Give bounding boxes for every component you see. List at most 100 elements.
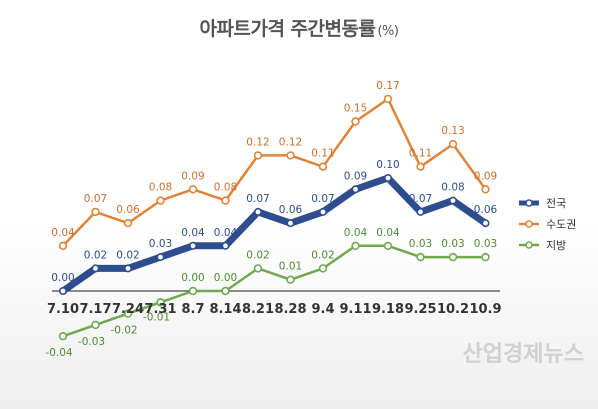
data-point-2-9 [318,162,328,171]
data-point-3-6 [221,286,230,296]
data-point-2-2 [91,207,100,217]
data-label-1-2: 0.02 [84,249,107,261]
data-label-2-8: 0.12 [279,136,302,148]
data-point-1-8 [286,219,295,228]
x-tick-label: 10.9 [469,302,501,317]
data-label-2-5: 0.09 [181,170,204,182]
data-label-2-1: 0.04 [51,227,75,239]
watermark-text: 산업경제뉴스 [463,342,584,367]
legend-marker-1 [525,199,533,207]
legend-marker-3 [525,241,533,249]
legend-label-1: 전국 [546,197,566,210]
x-tick-label: 9.11 [339,302,371,317]
data-label-2-4: 0.08 [149,182,172,194]
chart-title: 아파트가격 주간변동률 (%) [0,14,598,41]
data-point-1-9 [318,207,327,216]
data-point-2-11 [383,94,393,104]
data-label-3-6: 0.00 [214,272,237,284]
data-point-1-5 [189,241,198,250]
data-point-1-10 [351,185,360,194]
data-label-1-6: 0.04 [214,227,238,239]
data-label-1-1: 0.00 [51,272,74,284]
data-point-1-13 [448,196,457,205]
x-tick-label: 8.7 [181,302,204,317]
series-line-2 [61,97,487,248]
data-point-1-11 [383,174,392,183]
data-label-3-12: 0.03 [409,238,432,250]
data-point-3-11 [383,241,393,251]
data-label-2-7: 0.12 [246,136,269,148]
data-point-1-4 [156,253,165,262]
data-label-1-3: 0.02 [116,249,139,261]
data-label-1-7: 0.07 [246,193,269,205]
legend-marker-2 [525,220,533,228]
data-point-3-10 [351,241,360,251]
x-tick-label: 7.31 [144,302,176,317]
data-point-3-9 [318,264,328,273]
data-label-3-14: 0.03 [474,238,497,250]
data-point-3-2 [91,320,100,330]
data-label-1-4: 0.03 [149,238,172,250]
data-label-2-10: 0.15 [344,103,367,115]
x-tick-label: 7.10 [47,302,79,317]
data-point-2-1 [58,241,68,251]
series-line-1 [59,174,489,295]
x-tick-label: 8.14 [209,302,241,317]
data-label-1-12: 0.07 [409,193,432,205]
x-tick-label: 7.24 [112,302,144,317]
data-point-2-7 [253,151,263,160]
x-tick-label: 9.4 [311,302,334,317]
data-label-1-8: 0.06 [279,204,303,216]
data-label-2-6: 0.08 [214,182,237,194]
data-label-2-11: 0.17 [376,80,399,92]
data-label-3-7: 0.02 [246,249,269,261]
data-point-2-10 [351,117,360,126]
data-label-1-9: 0.07 [311,193,334,205]
x-tick-label: 8.28 [274,302,306,317]
data-point-2-14 [481,185,490,194]
data-point-3-13 [448,252,458,262]
data-label-3-8: 0.01 [279,261,302,273]
data-label-3-13: 0.03 [441,238,464,250]
data-point-1-7 [254,207,263,216]
data-point-3-14 [481,252,490,262]
x-tick-label: 9.18 [372,302,404,317]
data-label-3-4: -0.01 [143,311,170,323]
legend-label-3: 지방 [546,239,566,252]
data-label-1-13: 0.08 [441,182,464,194]
data-label-2-14: 0.09 [474,170,497,182]
data-label-3-10: 0.04 [344,227,368,239]
data-point-2-6 [221,196,230,205]
data-label-2-12: 0.11 [409,148,432,160]
data-label-3-1: -0.04 [45,347,72,359]
data-point-3-7 [253,264,263,273]
data-point-3-5 [188,286,198,296]
data-point-1-14 [481,219,490,228]
data-point-3-8 [286,275,295,284]
chart-title-unit: (%) [377,24,399,39]
data-point-1-3 [124,264,133,273]
x-tick-label: 10.2 [437,302,469,317]
data-label-3-2: -0.03 [78,336,105,348]
data-point-2-5 [188,185,198,194]
series-line-3 [61,244,487,338]
x-tick-label: 8.21 [242,302,274,317]
data-label-1-11: 0.10 [376,159,399,171]
data-point-3-3 [123,309,133,318]
data-label-2-13: 0.13 [441,125,464,137]
data-label-2-9: 0.11 [311,148,334,160]
data-point-2-12 [416,162,425,171]
chart-title-text: 아파트가격 주간변동률 [199,18,376,40]
data-label-3-9: 0.02 [311,249,334,261]
data-label-3-11: 0.04 [376,227,400,239]
data-point-1-6 [221,241,230,250]
data-point-2-8 [286,151,295,160]
data-label-3-5: 0.00 [181,272,204,284]
data-point-3-1 [58,332,68,341]
data-point-1-12 [416,207,425,216]
data-point-1-2 [91,264,100,273]
data-label-1-10: 0.09 [344,170,367,182]
data-point-2-13 [448,139,458,149]
